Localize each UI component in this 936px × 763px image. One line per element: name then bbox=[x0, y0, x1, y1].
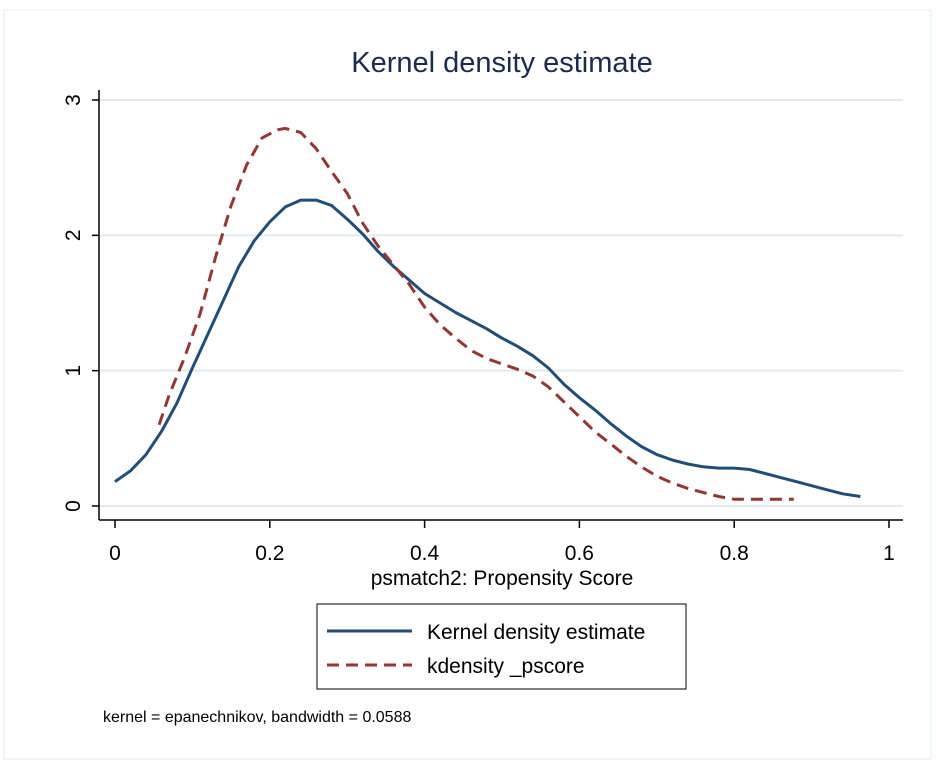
series-line-0 bbox=[114, 198, 861, 498]
legend-label-kernel-density: Kernel density estimate bbox=[427, 621, 645, 644]
legend: Kernel density estimate kdensity _pscore bbox=[316, 603, 687, 690]
legend-label-kdensity-pscore: kdensity _pscore bbox=[427, 655, 585, 678]
x-tick-label-5: 1 bbox=[883, 542, 895, 565]
series-line-1 bbox=[157, 126, 794, 501]
x-axis-label: psmatch2: Propensity Score bbox=[371, 567, 634, 590]
x-tick-label-0: 0 bbox=[109, 542, 121, 565]
y-tick-label-2: 2 bbox=[62, 229, 85, 241]
y-tick-label-0: 0 bbox=[62, 500, 85, 512]
axes bbox=[98, 90, 903, 521]
x-tick-label-1: 0.2 bbox=[255, 542, 284, 565]
y-tick-label-1: 1 bbox=[62, 365, 85, 377]
chart-title: Kernel density estimate bbox=[351, 47, 652, 79]
x-tick-label-2: 0.4 bbox=[410, 542, 440, 565]
axis-ticks: 0 1 2 3 0 0.2 0.4 0.6 0.8 1 bbox=[62, 94, 895, 565]
legend-box bbox=[316, 603, 687, 690]
y-tick-label-3: 3 bbox=[62, 94, 85, 106]
x-tick-label-3: 0.6 bbox=[565, 542, 594, 565]
gridlines bbox=[99, 99, 903, 507]
data-series bbox=[114, 126, 861, 501]
outer-frame bbox=[3, 9, 932, 760]
x-tick-label-4: 0.8 bbox=[720, 542, 749, 565]
kernel-note: kernel = epanechnikov, bandwidth = 0.058… bbox=[103, 709, 411, 726]
